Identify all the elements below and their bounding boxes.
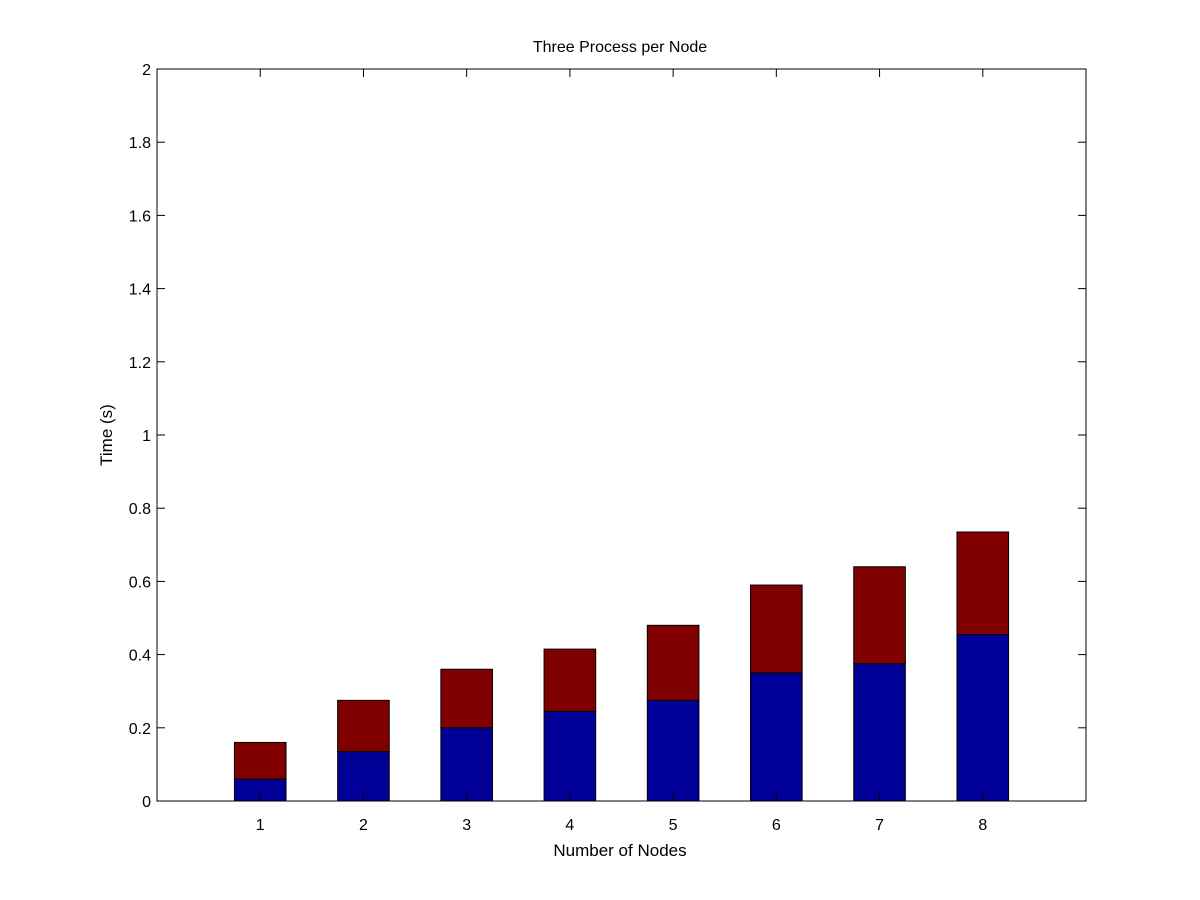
y-axis-label: Time (s): [97, 404, 116, 466]
y-tick-label: 1: [142, 428, 151, 445]
x-tick-label: 6: [772, 817, 781, 834]
y-tick-label: 0.2: [129, 721, 151, 738]
bar-segment-8-series-1: [956, 633, 1010, 802]
bar-segment-4-series-1: [543, 710, 597, 802]
y-tick-label: 2: [142, 62, 151, 79]
bars: [233, 531, 1010, 802]
bar-segment-2-series-2: [337, 699, 390, 753]
bar-segment-7-series-1: [853, 663, 906, 802]
y-tick-label: 0.6: [129, 574, 151, 591]
bar-segment-5-series-2: [646, 624, 700, 701]
chart-title: Three Process per Node: [533, 39, 707, 56]
y-tick-label: 1.4: [129, 282, 151, 299]
bar-segment-4-series-2: [543, 648, 597, 712]
x-tick-label: 8: [978, 817, 987, 834]
bar-segment-5-series-1: [646, 699, 700, 802]
plot-area-border: [156, 68, 1087, 802]
x-tick-label: 3: [462, 817, 471, 834]
y-tick-label: 0.8: [129, 501, 151, 518]
bar-segment-1-series-2: [233, 741, 287, 780]
bar-segment-3-series-2: [440, 668, 493, 729]
bar-segment-6-series-2: [750, 584, 803, 674]
y-tick-label: 1.6: [129, 208, 151, 225]
bar-segment-3-series-1: [440, 727, 493, 802]
bar-segment-2-series-1: [337, 751, 390, 802]
x-tick-label: 2: [359, 817, 368, 834]
axes-frame: [156, 68, 1087, 802]
y-tick-label: 0: [142, 794, 151, 811]
x-tick-label: 7: [875, 817, 884, 834]
x-tick-label: 1: [256, 817, 265, 834]
x-axis-label: Number of Nodes: [553, 841, 686, 860]
bar-segment-6-series-1: [750, 672, 803, 802]
y-axis-ticks: 0 0.2 0.4 0.6 0.8 1 1.2 1.4 1.6 1.8 2: [129, 62, 1086, 811]
x-tick-label: 5: [669, 817, 678, 834]
x-tick-label: 4: [565, 817, 574, 834]
bar-segment-7-series-2: [853, 566, 906, 665]
y-tick-label: 0.4: [129, 648, 151, 665]
x-axis-ticks: 1 2 3 4 5 6 7 8: [256, 69, 987, 834]
y-tick-label: 1.8: [129, 135, 151, 152]
bar-segment-8-series-2: [956, 531, 1010, 635]
y-tick-label: 1.2: [129, 355, 151, 372]
